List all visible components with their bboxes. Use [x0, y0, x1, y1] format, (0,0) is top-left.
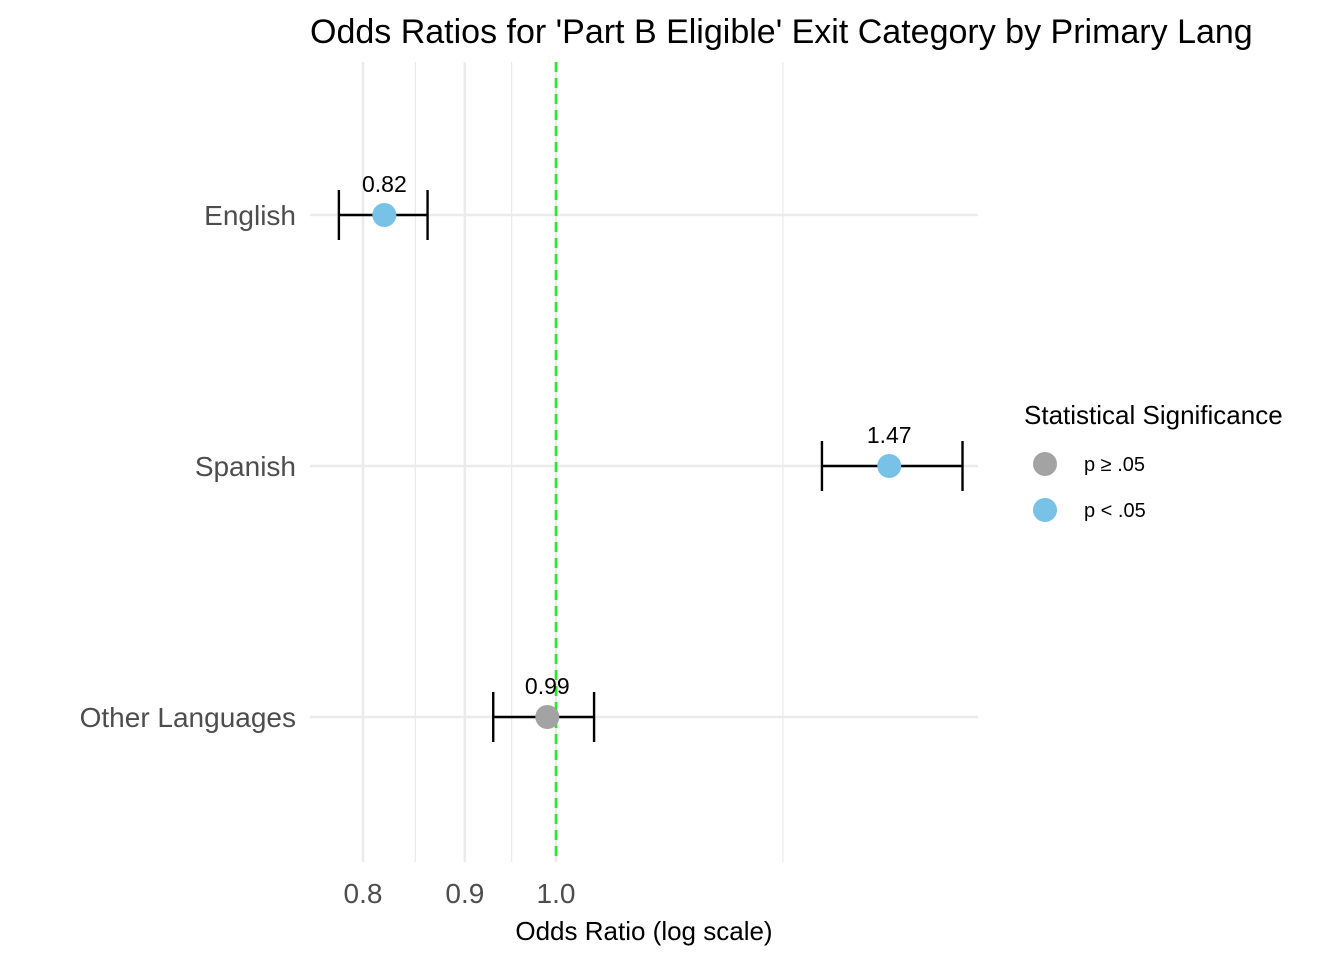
point-group-other-languages: 0.99 — [492, 673, 596, 742]
legend-key-0 — [1033, 452, 1057, 476]
point-group-spanish: 1.47 — [820, 422, 964, 491]
legend-key-1 — [1033, 498, 1057, 522]
legend: Statistical Significance p ≥ .05 p < .05 — [1024, 400, 1283, 522]
data-label-other-languages: 0.99 — [525, 673, 570, 699]
point-english — [372, 203, 397, 227]
chart-title: Odds Ratios for 'Part B Eligible' Exit C… — [310, 13, 1253, 51]
data-label-spanish: 1.47 — [867, 422, 912, 448]
x-tick-label-0: 0.8 — [344, 878, 383, 909]
legend-label-1: p < .05 — [1084, 500, 1146, 522]
y-tick-label-other-languages: Other Languages — [80, 702, 296, 733]
y-tick-label-spanish: Spanish — [195, 451, 296, 482]
x-tick-label-2: 1.0 — [537, 878, 576, 909]
data-label-english: 0.82 — [362, 171, 407, 197]
y-tick-label-english: English — [204, 200, 296, 231]
legend-item-0: p ≥ .05 — [1033, 452, 1145, 476]
x-tick-label-1: 0.9 — [445, 878, 484, 909]
data-marks: 0.82 1.47 0.99 — [337, 171, 964, 742]
category-axis: English Spanish Other Languages — [80, 200, 296, 733]
legend-item-1: p < .05 — [1033, 498, 1146, 522]
point-spanish — [877, 454, 902, 478]
legend-title: Statistical Significance — [1024, 400, 1283, 430]
point-group-english: 0.82 — [337, 171, 429, 240]
gridlines — [310, 62, 978, 862]
x-axis-title: Odds Ratio (log scale) — [515, 916, 772, 946]
legend-label-0: p ≥ .05 — [1084, 454, 1145, 476]
x-axis: 0.8 0.9 1.0 — [344, 878, 576, 909]
point-other-languages — [535, 705, 560, 729]
